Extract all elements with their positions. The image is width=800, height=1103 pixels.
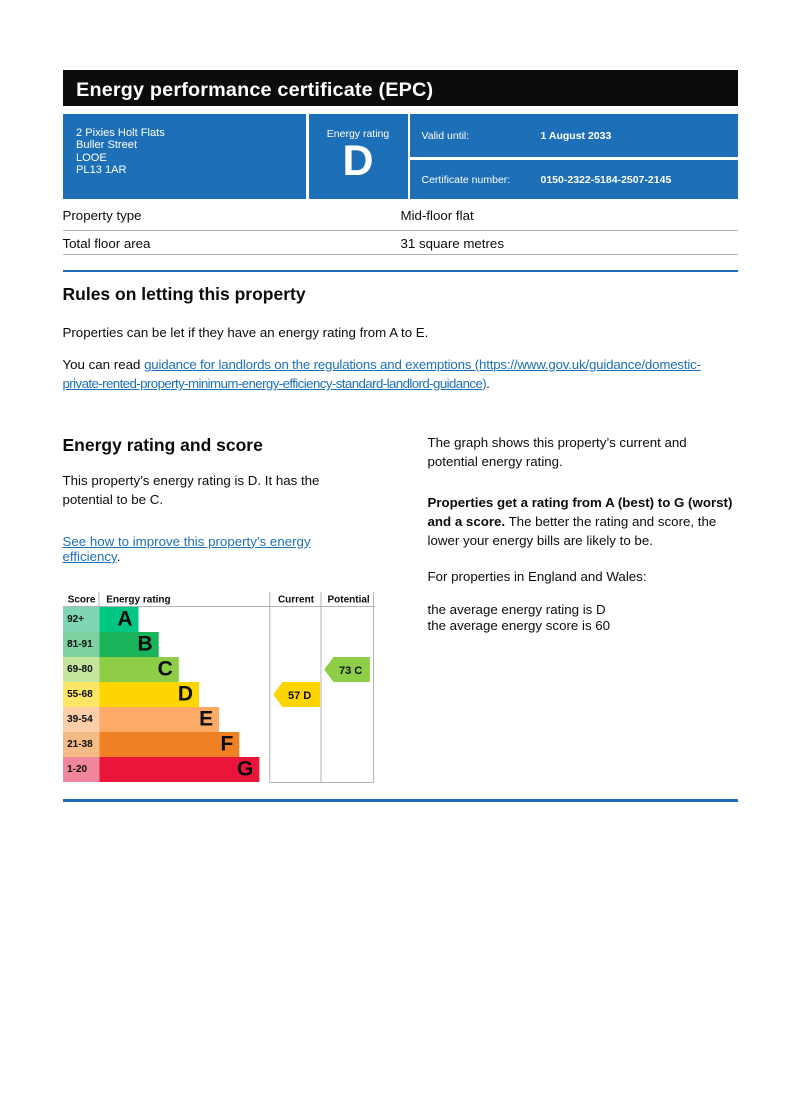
svg-text:21-38: 21-38 — [67, 738, 93, 749]
svg-text:G: G — [237, 757, 253, 780]
svg-text:C: C — [157, 657, 172, 680]
svg-text:81-91: 81-91 — [67, 638, 93, 649]
svg-text:57 D: 57 D — [288, 690, 311, 702]
svg-text:B: B — [137, 632, 152, 655]
svg-text:E: E — [199, 707, 213, 730]
svg-text:F: F — [220, 732, 233, 755]
svg-text:D: D — [177, 682, 192, 705]
svg-text:Current: Current — [277, 594, 314, 605]
svg-text:55-68: 55-68 — [67, 688, 93, 699]
svg-text:Potential: Potential — [327, 594, 369, 605]
svg-text:73 C: 73 C — [339, 665, 362, 677]
svg-text:Score: Score — [67, 594, 95, 605]
svg-text:A: A — [117, 607, 132, 630]
svg-text:39-54: 39-54 — [67, 713, 93, 724]
svg-text:69-80: 69-80 — [67, 663, 93, 674]
svg-text:1-20: 1-20 — [67, 763, 87, 774]
svg-text:92+: 92+ — [67, 613, 84, 624]
svg-text:Energy rating: Energy rating — [106, 594, 170, 605]
